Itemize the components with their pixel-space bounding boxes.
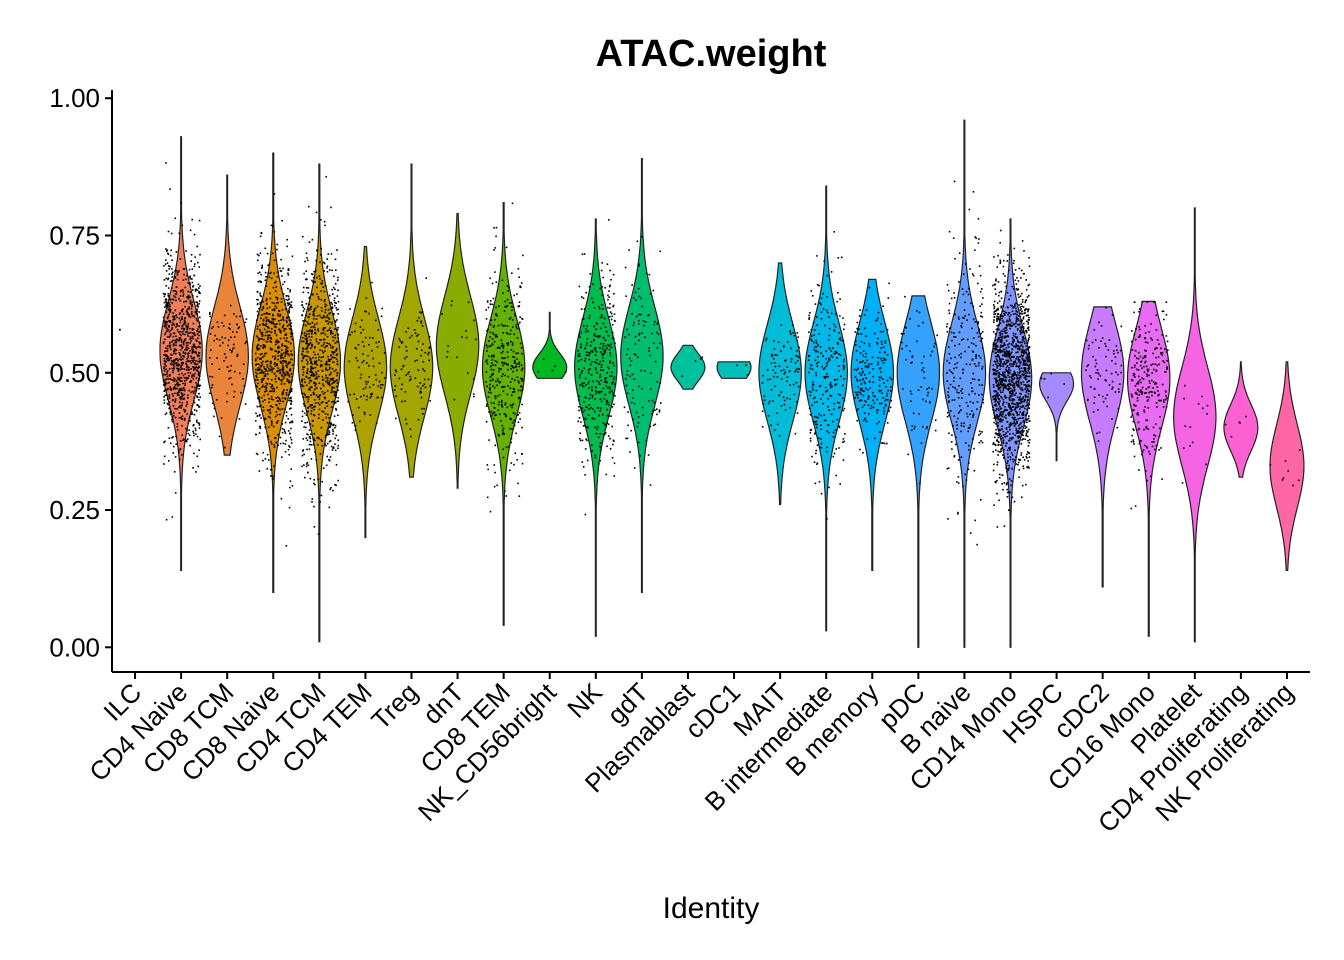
violin-b-naive (942, 119, 987, 648)
violin-cdc1 (716, 361, 752, 379)
y-tick-label: 0.75 (49, 221, 100, 251)
violin-plasmablast (670, 344, 706, 390)
points-cd4-tcm (301, 175, 340, 535)
points-cd14-mono (992, 229, 1031, 528)
points-treg (393, 277, 432, 438)
points-dnt (441, 300, 477, 401)
x-tick-label: Treg (365, 677, 423, 735)
violin-treg (389, 163, 434, 478)
violin-cd8-tcm (205, 174, 250, 456)
y-tick-label: 0.25 (49, 495, 100, 525)
violin-layer (159, 119, 1305, 648)
points-cd16-mono (1130, 301, 1169, 510)
y-tick-label: 1.00 (49, 83, 100, 113)
x-axis-title: Identity (663, 892, 760, 925)
points-cd4-naive (162, 162, 202, 521)
y-axis: 0.00 0.25 0.50 0.75 1.00 (49, 83, 113, 672)
violin-cdc2 (1080, 306, 1125, 588)
violin-b-memory (850, 278, 895, 571)
points-cd8-tcm (208, 304, 248, 449)
points-hspc (1040, 372, 1065, 399)
points-ilc (119, 328, 121, 331)
points-nk-cd56bright (537, 358, 567, 373)
points-gdt (623, 235, 662, 486)
violin-dnt (435, 212, 480, 489)
violin-cd8-naive (251, 152, 296, 593)
points-b-naive (946, 180, 985, 546)
violin-cd4-tem (343, 245, 388, 539)
points-cd8-naive (254, 193, 294, 547)
violin-pdc (896, 295, 941, 648)
violin-platelet (1172, 207, 1217, 643)
points-nk (577, 219, 616, 516)
violin-hspc (1039, 372, 1075, 462)
violin-b-intermediate (804, 185, 849, 632)
points-b-intermediate (808, 231, 846, 520)
chart-title: ATAC.weight (596, 33, 827, 75)
points-cdc2 (1085, 306, 1123, 442)
violin-cd16-mono (1126, 300, 1171, 637)
jitter-points-layer (119, 162, 1301, 547)
points-pdc (900, 295, 938, 485)
violin-cd4-tcm (297, 163, 342, 643)
points-plasmablast (681, 356, 704, 377)
points-cd4-proliferating (1224, 415, 1247, 438)
y-tick-label: 0.50 (49, 358, 100, 388)
points-cd4-tem (347, 281, 386, 431)
x-tick-label: NK (561, 677, 608, 724)
violin-gdt (620, 158, 664, 593)
points-cdc1 (736, 364, 749, 376)
points-platelet (1181, 384, 1209, 484)
points-nk-proliferating (1269, 449, 1301, 487)
points-b-memory (853, 282, 893, 454)
points-cd8-tem (485, 202, 524, 513)
violin-cd4-proliferating (1223, 361, 1259, 478)
violin-nk-proliferating (1269, 361, 1305, 571)
violin-mait (758, 262, 802, 506)
violin-nk-cd56bright (532, 311, 568, 379)
y-tick-label: 0.00 (49, 632, 100, 662)
points-mait (761, 324, 801, 437)
